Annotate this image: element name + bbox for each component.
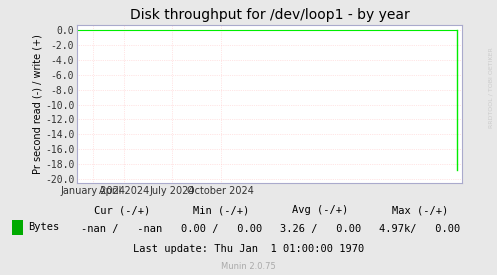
Text: RRDTOOL / TOBI OETIKER: RRDTOOL / TOBI OETIKER	[489, 48, 494, 128]
Text: Bytes: Bytes	[28, 222, 60, 232]
Title: Disk throughput for /dev/loop1 - by year: Disk throughput for /dev/loop1 - by year	[130, 8, 410, 22]
Text: 0.00 /   0.00: 0.00 / 0.00	[180, 224, 262, 234]
Y-axis label: Pr second read (-) / write (+): Pr second read (-) / write (+)	[32, 34, 42, 174]
Text: Cur (-/+): Cur (-/+)	[93, 205, 150, 215]
Text: Last update: Thu Jan  1 01:00:00 1970: Last update: Thu Jan 1 01:00:00 1970	[133, 244, 364, 254]
Text: 4.97k/   0.00: 4.97k/ 0.00	[379, 224, 461, 234]
Text: Avg (-/+): Avg (-/+)	[292, 205, 349, 215]
Text: Max (-/+): Max (-/+)	[392, 205, 448, 215]
Text: -nan /   -nan: -nan / -nan	[81, 224, 163, 234]
Text: Min (-/+): Min (-/+)	[193, 205, 249, 215]
Text: 3.26 /   0.00: 3.26 / 0.00	[280, 224, 361, 234]
Text: Munin 2.0.75: Munin 2.0.75	[221, 262, 276, 271]
